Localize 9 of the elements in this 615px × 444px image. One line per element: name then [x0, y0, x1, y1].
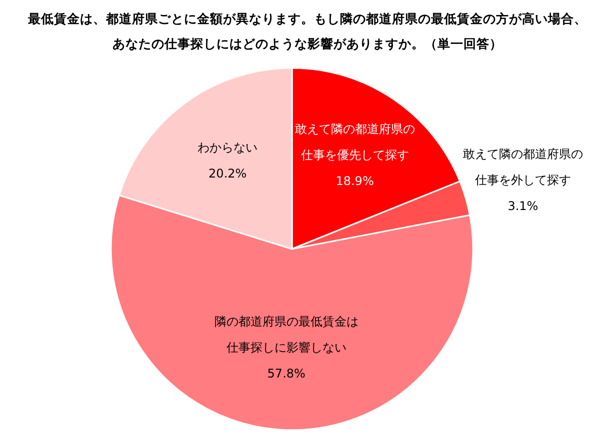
slice-label: 隣の都道府県の最低賃金は仕事探しに影響しない	[214, 314, 358, 355]
slice-label: わからない	[198, 140, 258, 155]
data-label: 18.9%	[336, 174, 374, 188]
slice-label: 敢えて隣の都道府県の仕事を優先して探す	[294, 122, 415, 162]
slice-label: 敢えて隣の都道府県の仕事を外して探す	[462, 147, 583, 188]
data-label: 3.1%	[508, 199, 538, 214]
data-label: 20.2%	[208, 166, 247, 181]
chart-title: 最低賃金は、都道府県ごとに金額が異なります。もし隣の都道府県の最低賃金の方が高い場合、あなたの仕事探しにはどのような影響がありますか。（単一回答）	[27, 10, 588, 53]
data-label: 57.8%	[267, 366, 306, 381]
